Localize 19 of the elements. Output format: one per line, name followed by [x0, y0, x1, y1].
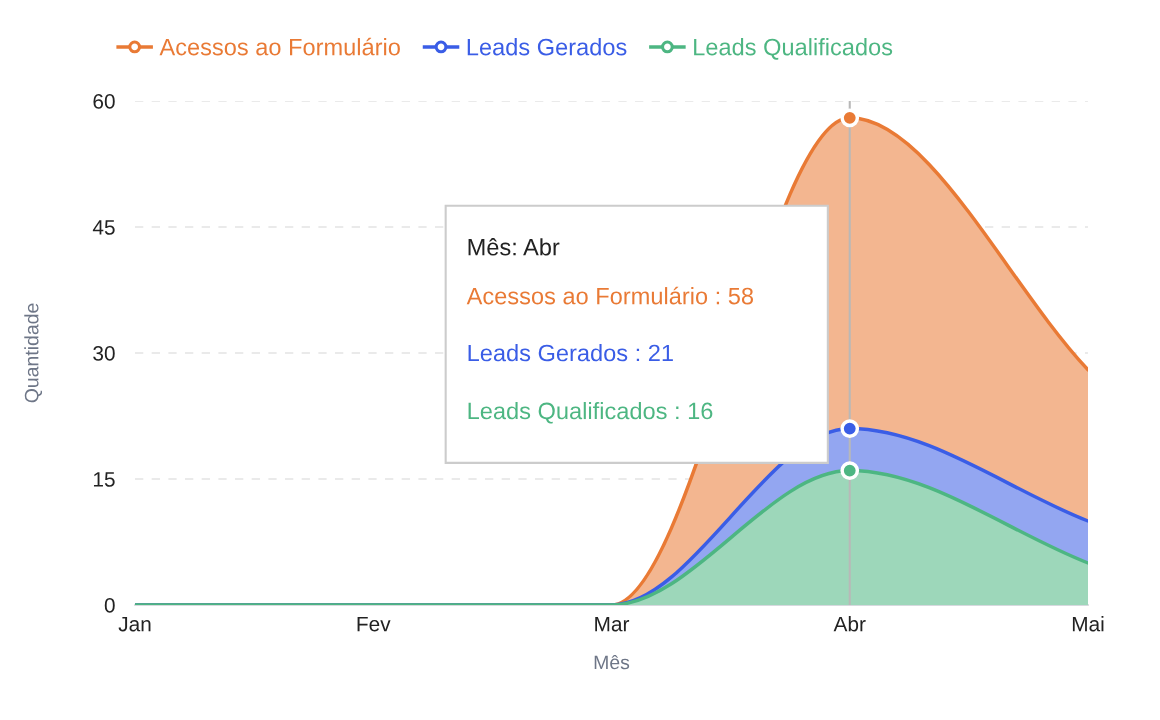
y-tick-label: 30 [93, 346, 115, 361]
annotation: Acessos ao Formulário : 58 [466, 286, 754, 305]
x-tick-label: Fev [357, 616, 391, 632]
y-tick-label: 0 [104, 598, 115, 613]
annotation: Leads Qualificados : 16 [468, 401, 713, 424]
x-tick-label: Mai [1072, 616, 1104, 632]
y-tick-label: 45 [92, 220, 115, 235]
x-tick-label: Mar [595, 616, 630, 632]
x-axis-title: Mês [594, 654, 630, 670]
y-tick-label: 60 [93, 94, 115, 109]
y-axis-title: Quantidade [24, 303, 43, 403]
annotation: Mês: Abr [468, 238, 560, 256]
x-tick-label: Jan [118, 616, 151, 632]
legend-label: Leads Gerados [467, 38, 627, 56]
legend-label: Leads Qualificados [694, 38, 893, 60]
x-tick-label: Abr [833, 616, 866, 632]
y-tick-label: 15 [93, 472, 115, 487]
annotation: Leads Gerados : 21 [468, 344, 673, 362]
legend-label: Acessos ao Formulário [159, 37, 400, 56]
